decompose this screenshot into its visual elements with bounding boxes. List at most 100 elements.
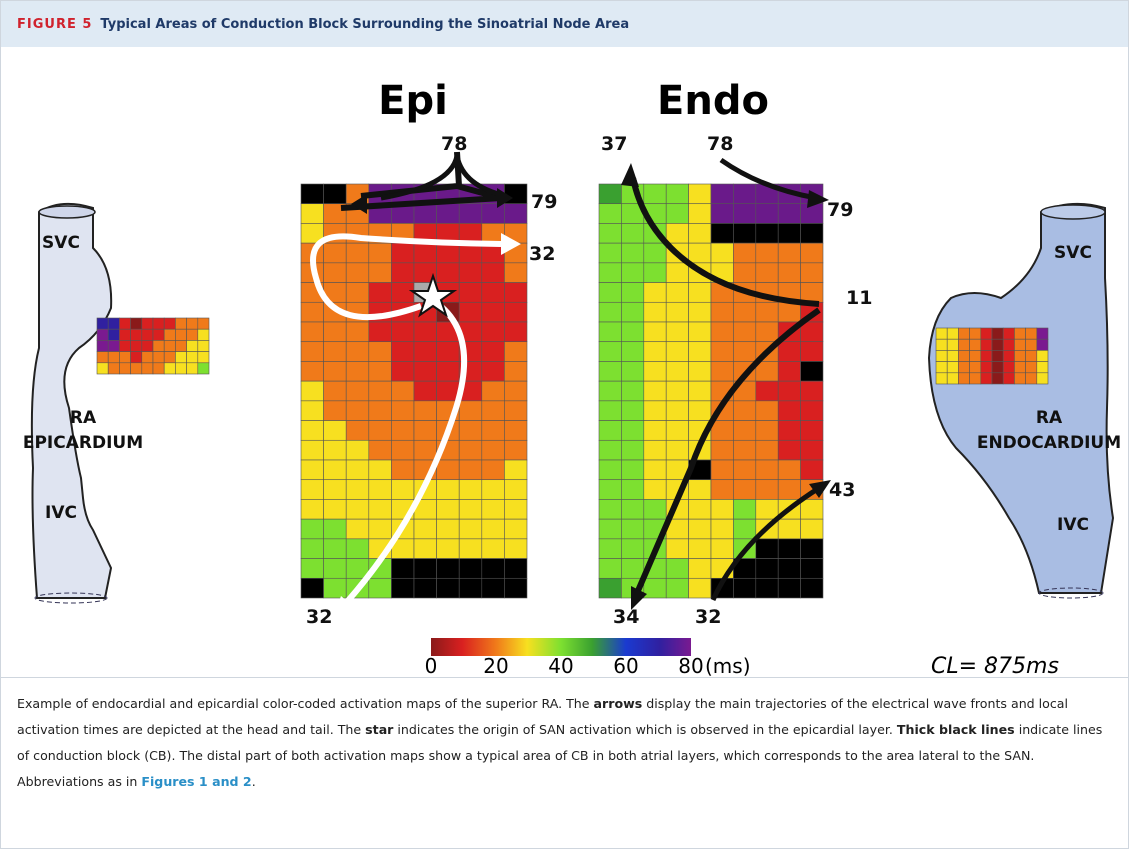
map-cell: [346, 421, 369, 441]
map-cell: [778, 480, 800, 500]
map-cell: [391, 361, 414, 381]
map-cell: [801, 519, 823, 539]
map-cell: [482, 302, 505, 322]
map-cell: [504, 440, 527, 460]
map-cell: [778, 263, 800, 283]
map-cell: [369, 322, 392, 342]
map-cell: [153, 329, 164, 340]
map-cell: [599, 401, 621, 421]
map-cell: [414, 361, 437, 381]
map-cell: [324, 401, 347, 421]
label: RA: [1036, 408, 1063, 428]
caption-text: star: [365, 722, 393, 737]
map-cell: [324, 559, 347, 579]
map-cell: [801, 401, 823, 421]
map-cell: [666, 361, 688, 381]
map-cell: [756, 578, 778, 598]
map-cell: [936, 339, 947, 350]
map-cell: [301, 342, 324, 362]
label: SVC: [1054, 243, 1092, 263]
figure: FIGURE 5 Typical Areas of Conduction Blo…: [0, 0, 1129, 849]
map-cell: [301, 381, 324, 401]
map-cell: [164, 318, 175, 329]
map-cell: [801, 204, 823, 224]
map-cell: [301, 578, 324, 598]
map-cell: [482, 440, 505, 460]
map-cell: [97, 352, 108, 363]
map-cell: [992, 339, 1003, 350]
map-cell: [482, 263, 505, 283]
map-cell: [414, 342, 437, 362]
map-cell: [666, 381, 688, 401]
map-cell: [346, 342, 369, 362]
map-cell: [437, 519, 460, 539]
map-cell: [644, 322, 666, 342]
time-label: 79: [531, 191, 557, 213]
map-cell: [599, 302, 621, 322]
map-cell: [437, 539, 460, 559]
caption: Example of endocardial and epicardial co…: [17, 691, 1112, 795]
map-cell: [1003, 339, 1014, 350]
map-cell: [711, 480, 733, 500]
map-cell: [778, 381, 800, 401]
map-cell: [689, 519, 711, 539]
map-cell: [801, 263, 823, 283]
map-cell: [644, 578, 666, 598]
map-cell: [187, 318, 198, 329]
map-cell: [391, 283, 414, 303]
map-cell: [981, 339, 992, 350]
map-cell: [666, 263, 688, 283]
map-cell: [733, 184, 755, 204]
map-cell: [599, 421, 621, 441]
map-cell: [689, 499, 711, 519]
map-cell: [119, 318, 130, 329]
map-cell: [621, 519, 643, 539]
map-cell: [369, 243, 392, 263]
map-cell: [621, 421, 643, 441]
atrium-epi: [32, 204, 111, 598]
map-cell: [346, 539, 369, 559]
map-cell: [733, 440, 755, 460]
map-cell: [391, 243, 414, 263]
map-cell: [346, 440, 369, 460]
map-cell: [346, 381, 369, 401]
map-cell: [1014, 339, 1025, 350]
map-cell: [482, 559, 505, 579]
map-cell: [391, 559, 414, 579]
map-cell: [711, 519, 733, 539]
label: IVC: [1057, 515, 1089, 535]
map-cell: [666, 302, 688, 322]
map-cell: [301, 519, 324, 539]
colorbar-tick-label: 20: [483, 654, 508, 676]
map-cell: [689, 342, 711, 362]
map-cell: [346, 401, 369, 421]
map-cell: [801, 559, 823, 579]
map-cell: [459, 283, 482, 303]
map-cell: [711, 421, 733, 441]
map-cell: [301, 421, 324, 441]
map-cell: [108, 329, 119, 340]
map-cell: [437, 263, 460, 283]
map-cell: [164, 340, 175, 351]
map-cell: [689, 361, 711, 381]
map-cell: [164, 352, 175, 363]
map-cell: [1003, 362, 1014, 373]
map-cell: [459, 204, 482, 224]
map-cell: [459, 401, 482, 421]
map-cell: [175, 329, 186, 340]
caption-text: indicates the origin of SAN activation w…: [393, 722, 896, 737]
map-cell: [1037, 373, 1048, 384]
caption-link[interactable]: Figures 1 and 2: [141, 774, 251, 789]
map-cell: [198, 329, 209, 340]
map-cell: [666, 401, 688, 421]
map-cell: [108, 340, 119, 351]
map-cell: [1014, 362, 1025, 373]
map-cell: [801, 283, 823, 303]
map-cell: [301, 184, 324, 204]
map-cell: [756, 204, 778, 224]
map-cell: [644, 480, 666, 500]
map-cell: [324, 243, 347, 263]
map-cell: [936, 350, 947, 361]
map-cell: [142, 363, 153, 374]
cycle-length: CL= 875ms: [931, 654, 1059, 676]
